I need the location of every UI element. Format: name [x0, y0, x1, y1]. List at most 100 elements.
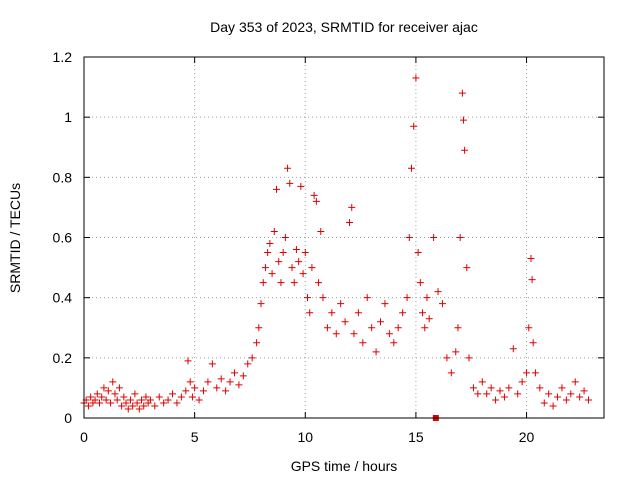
data-point: [363, 294, 371, 302]
data-point: [115, 384, 123, 392]
data-point: [266, 240, 274, 248]
data-point: [394, 324, 402, 332]
data-point: [567, 390, 575, 398]
data-point: [359, 339, 367, 347]
data-point: [525, 324, 533, 332]
y-tick-label: 1: [64, 109, 72, 125]
data-point: [377, 318, 385, 326]
data-point: [107, 399, 115, 407]
data-point: [186, 378, 194, 386]
data-point: [308, 264, 316, 272]
data-point: [456, 234, 464, 241]
data-point: [317, 227, 325, 235]
data-point: [414, 249, 422, 257]
data-point: [421, 324, 429, 332]
data-point: [323, 324, 331, 332]
data-point: [419, 309, 427, 317]
data-point: [303, 294, 311, 302]
data-point: [554, 393, 562, 401]
data-point: [545, 390, 553, 398]
data-point: [492, 396, 500, 404]
data-point: [576, 393, 584, 401]
data-point: [487, 384, 495, 392]
data-point: [528, 276, 536, 284]
data-point: [469, 384, 477, 392]
data-point: [337, 300, 345, 308]
grid-lines: [84, 57, 604, 418]
data-point: [509, 345, 517, 353]
data-point: [463, 264, 471, 272]
data-point: [226, 378, 234, 386]
data-point: [341, 318, 349, 326]
y-axis-label: SRMTID / TECUs: [7, 183, 23, 293]
data-point: [284, 164, 292, 172]
data-point: [292, 246, 300, 254]
data-point: [531, 369, 539, 377]
data-point: [549, 402, 557, 410]
data-point: [483, 390, 491, 398]
data-point: [277, 279, 285, 287]
data-point: [191, 384, 199, 392]
data-point: [301, 249, 309, 257]
data-point: [465, 354, 473, 362]
data-point: [255, 324, 263, 332]
data-point: [286, 179, 294, 187]
data-point: [571, 378, 579, 386]
data-point: [354, 309, 362, 317]
data-point: [279, 249, 287, 257]
data-point: [124, 405, 132, 413]
data-point: [204, 378, 212, 386]
data-point: [87, 393, 95, 401]
data-point: [138, 396, 146, 404]
data-point: [346, 218, 354, 226]
data-point: [195, 396, 203, 404]
data-point: [184, 357, 192, 365]
data-point: [558, 384, 566, 392]
data-point: [133, 399, 141, 407]
data-point: [478, 378, 486, 386]
data-point: [188, 393, 196, 401]
data-point: [348, 203, 356, 211]
data-point: [299, 270, 307, 278]
data-point: [425, 315, 433, 323]
data-point: [288, 264, 296, 272]
data-point: [259, 279, 267, 287]
x-tick-label: 5: [191, 429, 199, 445]
data-point: [155, 393, 163, 401]
data-point: [95, 399, 103, 407]
data-point: [177, 393, 185, 401]
data-point: [332, 330, 340, 338]
data-point: [264, 249, 272, 257]
data-point: [102, 396, 110, 404]
data-point: [461, 146, 469, 154]
data-point: [261, 264, 269, 272]
data-points: [80, 74, 593, 421]
data-point: [182, 387, 190, 395]
data-point: [403, 294, 411, 302]
data-point: [430, 234, 438, 241]
data-point: [505, 384, 513, 392]
y-tick-label: 0.6: [53, 230, 73, 246]
data-point: [281, 234, 289, 241]
data-point: [113, 396, 121, 404]
data-point: [315, 279, 323, 287]
data-point: [390, 339, 398, 347]
data-point: [529, 339, 537, 347]
data-point: [310, 191, 318, 199]
data-point: [368, 324, 376, 332]
data-point: [160, 399, 168, 407]
data-point: [151, 402, 159, 410]
data-point: [328, 309, 336, 317]
data-point: [452, 348, 460, 356]
data-point: [239, 372, 247, 380]
data-point: [100, 384, 108, 392]
data-point: [540, 399, 548, 407]
data-point: [199, 387, 207, 395]
data-point: [98, 393, 106, 401]
data-point: [217, 375, 225, 383]
data-point: [518, 378, 526, 386]
data-point: [126, 396, 134, 404]
data-point: [500, 393, 508, 401]
